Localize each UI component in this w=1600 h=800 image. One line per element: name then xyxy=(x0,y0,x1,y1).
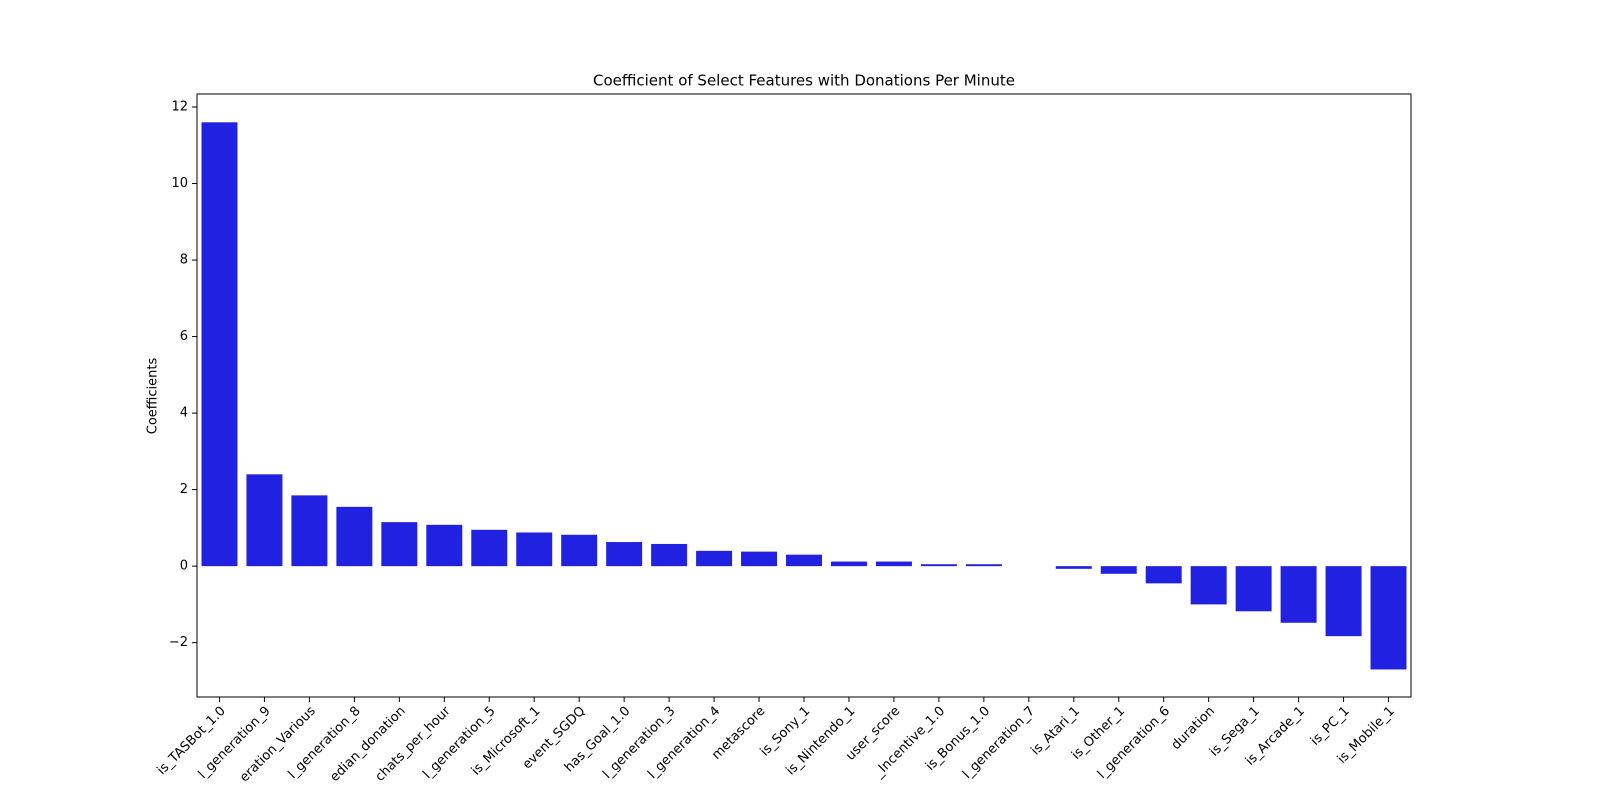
y-tick-label: 6 xyxy=(180,329,188,344)
y-tick-label: 8 xyxy=(180,253,188,268)
bar xyxy=(965,564,1002,567)
x-tick-label: chats_per_hour xyxy=(373,703,454,784)
bar xyxy=(1100,566,1137,574)
bar xyxy=(1190,566,1227,605)
bar xyxy=(741,551,778,567)
bar xyxy=(1055,566,1092,569)
y-tick-label: 12 xyxy=(171,100,188,115)
bar xyxy=(381,522,418,567)
bar xyxy=(1370,566,1407,670)
bar xyxy=(1325,566,1362,637)
bar xyxy=(651,543,688,567)
x-tick-label: eration_Various xyxy=(237,704,319,786)
bar xyxy=(920,564,957,567)
bar xyxy=(696,550,733,567)
bar xyxy=(291,495,328,567)
y-tick-label: 4 xyxy=(180,406,188,421)
y-tick-label: −2 xyxy=(169,635,188,650)
y-tick-label: 10 xyxy=(171,176,188,191)
bar xyxy=(1145,566,1182,584)
bar xyxy=(516,532,553,567)
bar xyxy=(1280,566,1317,623)
plot-frame xyxy=(196,93,1412,698)
bar xyxy=(201,122,238,567)
bar xyxy=(1235,566,1272,612)
bar xyxy=(336,506,373,567)
bar xyxy=(246,474,283,567)
bar xyxy=(561,534,598,567)
y-axis-label: Coefficients xyxy=(146,358,161,435)
y-tick-label: 0 xyxy=(180,559,188,574)
bar xyxy=(830,561,867,567)
chart-title: Coefficient of Select Features with Dona… xyxy=(593,72,1015,90)
bar xyxy=(471,529,508,567)
bar xyxy=(606,542,643,567)
x-tick-label: is_PC_1 xyxy=(1308,704,1353,749)
y-tick-label: 2 xyxy=(180,482,188,497)
bar xyxy=(786,554,822,567)
bar xyxy=(875,561,912,567)
bar xyxy=(426,524,463,567)
